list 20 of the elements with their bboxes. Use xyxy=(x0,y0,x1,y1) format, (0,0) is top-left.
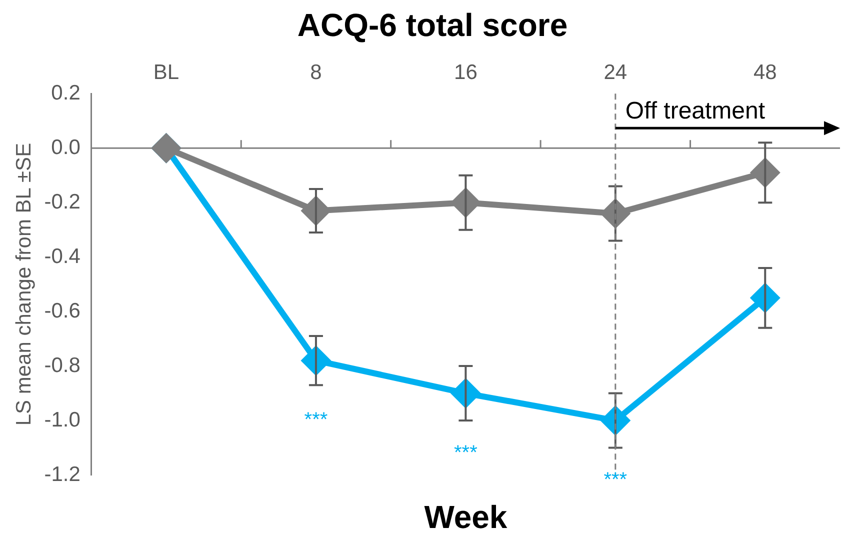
x-tick-label: 24 xyxy=(604,60,628,84)
y-tick-label: 0.2 xyxy=(51,81,80,104)
chart-title: ACQ-6 total score xyxy=(297,7,568,44)
annotation: *** xyxy=(304,409,328,432)
y-tick-label: -1.0 xyxy=(44,408,80,432)
ref-line-label: Off treatment xyxy=(625,98,766,125)
annotation: *** xyxy=(604,469,628,492)
x-tick-label: BL xyxy=(153,60,180,84)
y-tick-label: 0.0 xyxy=(51,136,80,159)
annotation: *** xyxy=(454,442,478,464)
x-tick-label: 48 xyxy=(753,60,777,84)
x-tick-label: 8 xyxy=(310,60,322,84)
x-axis-title: Week xyxy=(424,498,508,535)
y-tick-label: -0.6 xyxy=(44,299,80,322)
y-tick-label: -0.8 xyxy=(44,354,80,377)
y-axis-title: LS mean change from BL ±SE xyxy=(12,142,36,426)
y-tick-label: -0.4 xyxy=(44,244,81,268)
y-tick-label: -0.2 xyxy=(44,190,80,214)
x-tick-label: 16 xyxy=(454,60,478,84)
y-tick-label: -1.2 xyxy=(44,462,80,486)
